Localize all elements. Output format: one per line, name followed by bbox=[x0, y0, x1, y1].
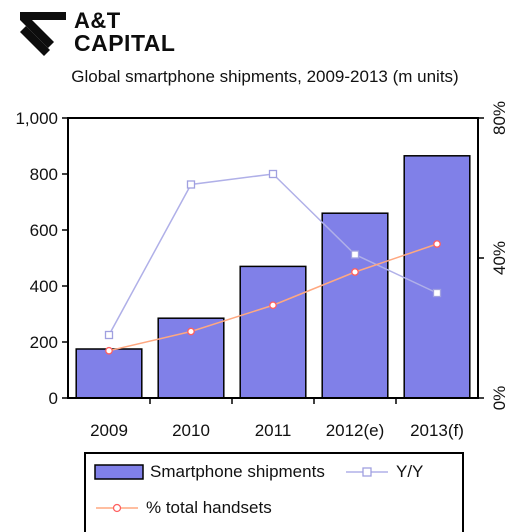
point-handsets-2010 bbox=[187, 327, 195, 336]
logo-text-line2: CAPITAL bbox=[74, 30, 176, 56]
x-tick-label: 2012(e) bbox=[326, 421, 385, 440]
point-yy-2011 bbox=[268, 169, 278, 179]
y2-tick-label: 40% bbox=[490, 241, 509, 275]
legend-item-yy: Y/Y bbox=[344, 462, 423, 482]
legend-swatch-yy bbox=[346, 467, 388, 477]
point-handsets-2011 bbox=[269, 301, 277, 310]
logo-mark-icon bbox=[20, 12, 66, 56]
point-yy-2013(f) bbox=[432, 288, 442, 298]
y-tick-label: 400 bbox=[30, 277, 58, 296]
legend: Smartphone shipments Y/Y % total handset… bbox=[84, 452, 464, 532]
x-tick-label: 2010 bbox=[172, 421, 210, 440]
legend-label-yy: Y/Y bbox=[396, 462, 424, 481]
legend-item-shipments: Smartphone shipments bbox=[94, 462, 325, 482]
bar-2011 bbox=[239, 265, 307, 399]
point-handsets-2009 bbox=[105, 346, 113, 355]
y2-tick-label: 80% bbox=[490, 101, 509, 135]
bar-2013(f) bbox=[403, 155, 471, 399]
chart-title: Global smartphone shipments, 2009-2013 (… bbox=[71, 67, 458, 86]
y-tick-label: 200 bbox=[30, 333, 58, 352]
legend-item-handsets: % total handsets bbox=[94, 498, 272, 518]
plot-area: 0 200 400 600 800 1,000 0% 40% 80% 2009 2010 2011 20… bbox=[15, 101, 509, 440]
logo: A&T CAPITAL bbox=[20, 10, 200, 58]
bar-2009 bbox=[75, 348, 143, 399]
y-tick-label: 1,000 bbox=[15, 109, 58, 128]
y2-tick-label: 0% bbox=[490, 386, 509, 411]
y-tick-label: 800 bbox=[30, 165, 58, 184]
x-tick-label: 2011 bbox=[255, 421, 292, 440]
point-handsets-2012(e) bbox=[351, 268, 359, 276]
point-yy-2009 bbox=[104, 330, 114, 340]
point-handsets-2013(f) bbox=[433, 240, 441, 248]
x-tick-label: 2009 bbox=[90, 421, 128, 440]
legend-label-handsets: % total handsets bbox=[146, 498, 272, 517]
point-yy-2010 bbox=[186, 180, 196, 189]
legend-swatch-handsets bbox=[96, 503, 138, 513]
bar-2012(e) bbox=[321, 212, 389, 399]
y-tick-label: 0 bbox=[49, 389, 58, 408]
y-tick-label: 600 bbox=[30, 221, 58, 240]
legend-label-shipments: Smartphone shipments bbox=[150, 462, 325, 481]
legend-swatch-bar bbox=[94, 464, 144, 480]
x-tick-label: 2013(f) bbox=[410, 421, 464, 440]
logo-text-line1: A&T bbox=[74, 8, 121, 33]
point-yy-2012(e) bbox=[350, 250, 360, 259]
